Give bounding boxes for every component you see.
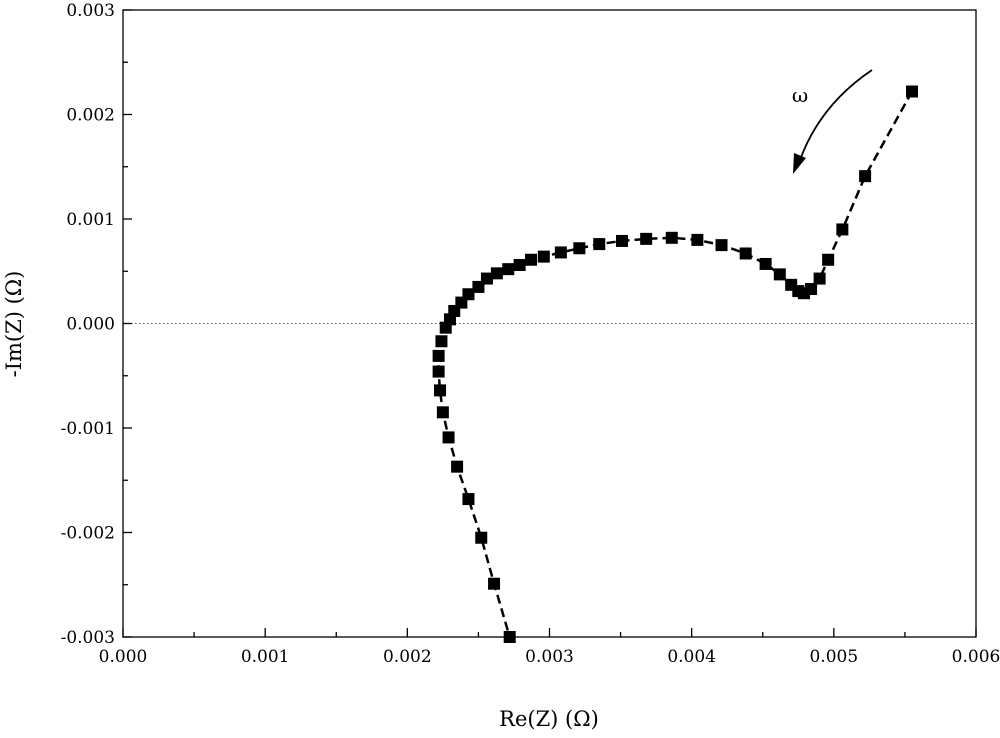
data-point: [442, 431, 455, 444]
x-axis-tick-labels: 0.000 0.001 0.002 0.003 0.004 0.005 0.006: [99, 647, 1000, 667]
y-tick-label: 0.003: [66, 1, 115, 21]
y-axis-tick-labels: -0.003 -0.002 -0.001 0.000 0.001 0.002 0.003: [61, 1, 115, 648]
axis-ticks: [122, 9, 977, 638]
data-point: [432, 365, 445, 378]
data-point: [439, 321, 452, 334]
data-point: [434, 384, 447, 397]
x-tick-label: 0.005: [809, 647, 858, 667]
x-tick-label: 0.001: [241, 647, 290, 667]
data-point: [436, 406, 449, 419]
data-point: [513, 258, 526, 271]
omega-arrowhead: [793, 153, 806, 174]
y-tick-label: -0.002: [61, 524, 115, 544]
series-line: [437, 90, 914, 638]
data-point: [640, 232, 653, 245]
x-tick-label: 0.004: [667, 647, 716, 667]
x-tick-label: 0.006: [952, 647, 1000, 667]
data-point: [773, 268, 786, 281]
x-tick-label: 0.003: [525, 647, 574, 667]
data-point: [451, 460, 464, 473]
x-axis-title: Re(Z) (Ω): [499, 707, 599, 731]
y-tick-label: 0.000: [66, 315, 115, 335]
data-point: [490, 267, 503, 280]
data-point: [488, 577, 501, 590]
data-point: [715, 239, 728, 252]
data-point: [813, 272, 826, 285]
data-point: [665, 231, 678, 244]
data-point: [573, 242, 586, 255]
y-tick-label: -0.001: [61, 419, 115, 439]
y-axis-title: -Im(Z) (Ω): [2, 271, 26, 378]
data-point: [785, 278, 798, 291]
data-markers: [432, 85, 919, 643]
data-point: [475, 531, 488, 544]
data-point: [691, 233, 704, 246]
y-tick-label: 0.002: [66, 106, 115, 126]
data-point: [472, 280, 485, 293]
data-point: [502, 263, 515, 276]
data-point: [525, 253, 538, 266]
y-tick-label: -0.003: [61, 628, 115, 648]
data-point: [759, 257, 772, 270]
omega-label: ω: [792, 83, 808, 107]
omega-arrow: [799, 69, 873, 161]
data-point: [906, 85, 919, 98]
data-point: [859, 170, 872, 183]
data-point: [739, 247, 752, 260]
x-tick-label: 0.000: [99, 647, 148, 667]
data-point: [616, 234, 629, 247]
data-point: [435, 335, 448, 348]
data-point: [432, 349, 445, 362]
x-tick-label: 0.002: [383, 647, 432, 667]
data-point: [822, 253, 835, 266]
data-point: [593, 238, 606, 251]
data-point: [503, 631, 516, 643]
data-point: [537, 250, 550, 263]
data-point: [836, 223, 849, 236]
y-tick-label: 0.001: [66, 210, 115, 230]
data-point: [462, 493, 475, 506]
data-point: [554, 246, 567, 259]
